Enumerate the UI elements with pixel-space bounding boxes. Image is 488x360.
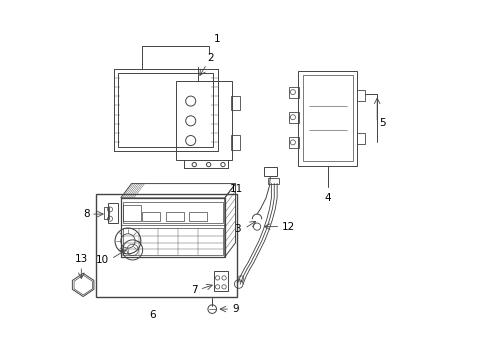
Bar [356, 134, 364, 144]
Bar [108, 203, 118, 223]
Bar [289, 87, 299, 98]
Text: 12: 12 [282, 222, 295, 231]
Bar [298, 71, 357, 166]
Text: 6: 6 [149, 310, 155, 320]
Text: 9: 9 [231, 304, 238, 314]
Text: 2: 2 [207, 53, 214, 63]
Bar [188, 212, 206, 221]
Text: 7: 7 [191, 285, 198, 295]
Text: 13: 13 [75, 253, 88, 264]
Text: 5: 5 [378, 118, 385, 128]
Text: 4: 4 [324, 193, 330, 203]
Bar [231, 96, 240, 110]
Bar [231, 135, 240, 149]
Bar [122, 228, 223, 255]
Text: 1: 1 [214, 35, 220, 44]
Bar [96, 194, 237, 297]
Bar [104, 207, 109, 219]
Bar [289, 137, 299, 148]
Bar [122, 202, 223, 223]
Bar [176, 81, 231, 160]
Bar [214, 271, 227, 291]
Text: 11: 11 [230, 184, 243, 194]
Bar [267, 178, 278, 184]
Bar [289, 112, 299, 123]
Bar [264, 167, 276, 176]
Bar [302, 75, 352, 161]
Bar [165, 212, 183, 221]
Bar [142, 212, 160, 221]
Text: 3: 3 [234, 225, 241, 234]
Text: 10: 10 [96, 255, 109, 265]
Text: 8: 8 [83, 209, 89, 219]
Bar [121, 198, 224, 257]
Bar [122, 205, 140, 221]
Bar [356, 90, 364, 101]
Bar [118, 73, 213, 147]
